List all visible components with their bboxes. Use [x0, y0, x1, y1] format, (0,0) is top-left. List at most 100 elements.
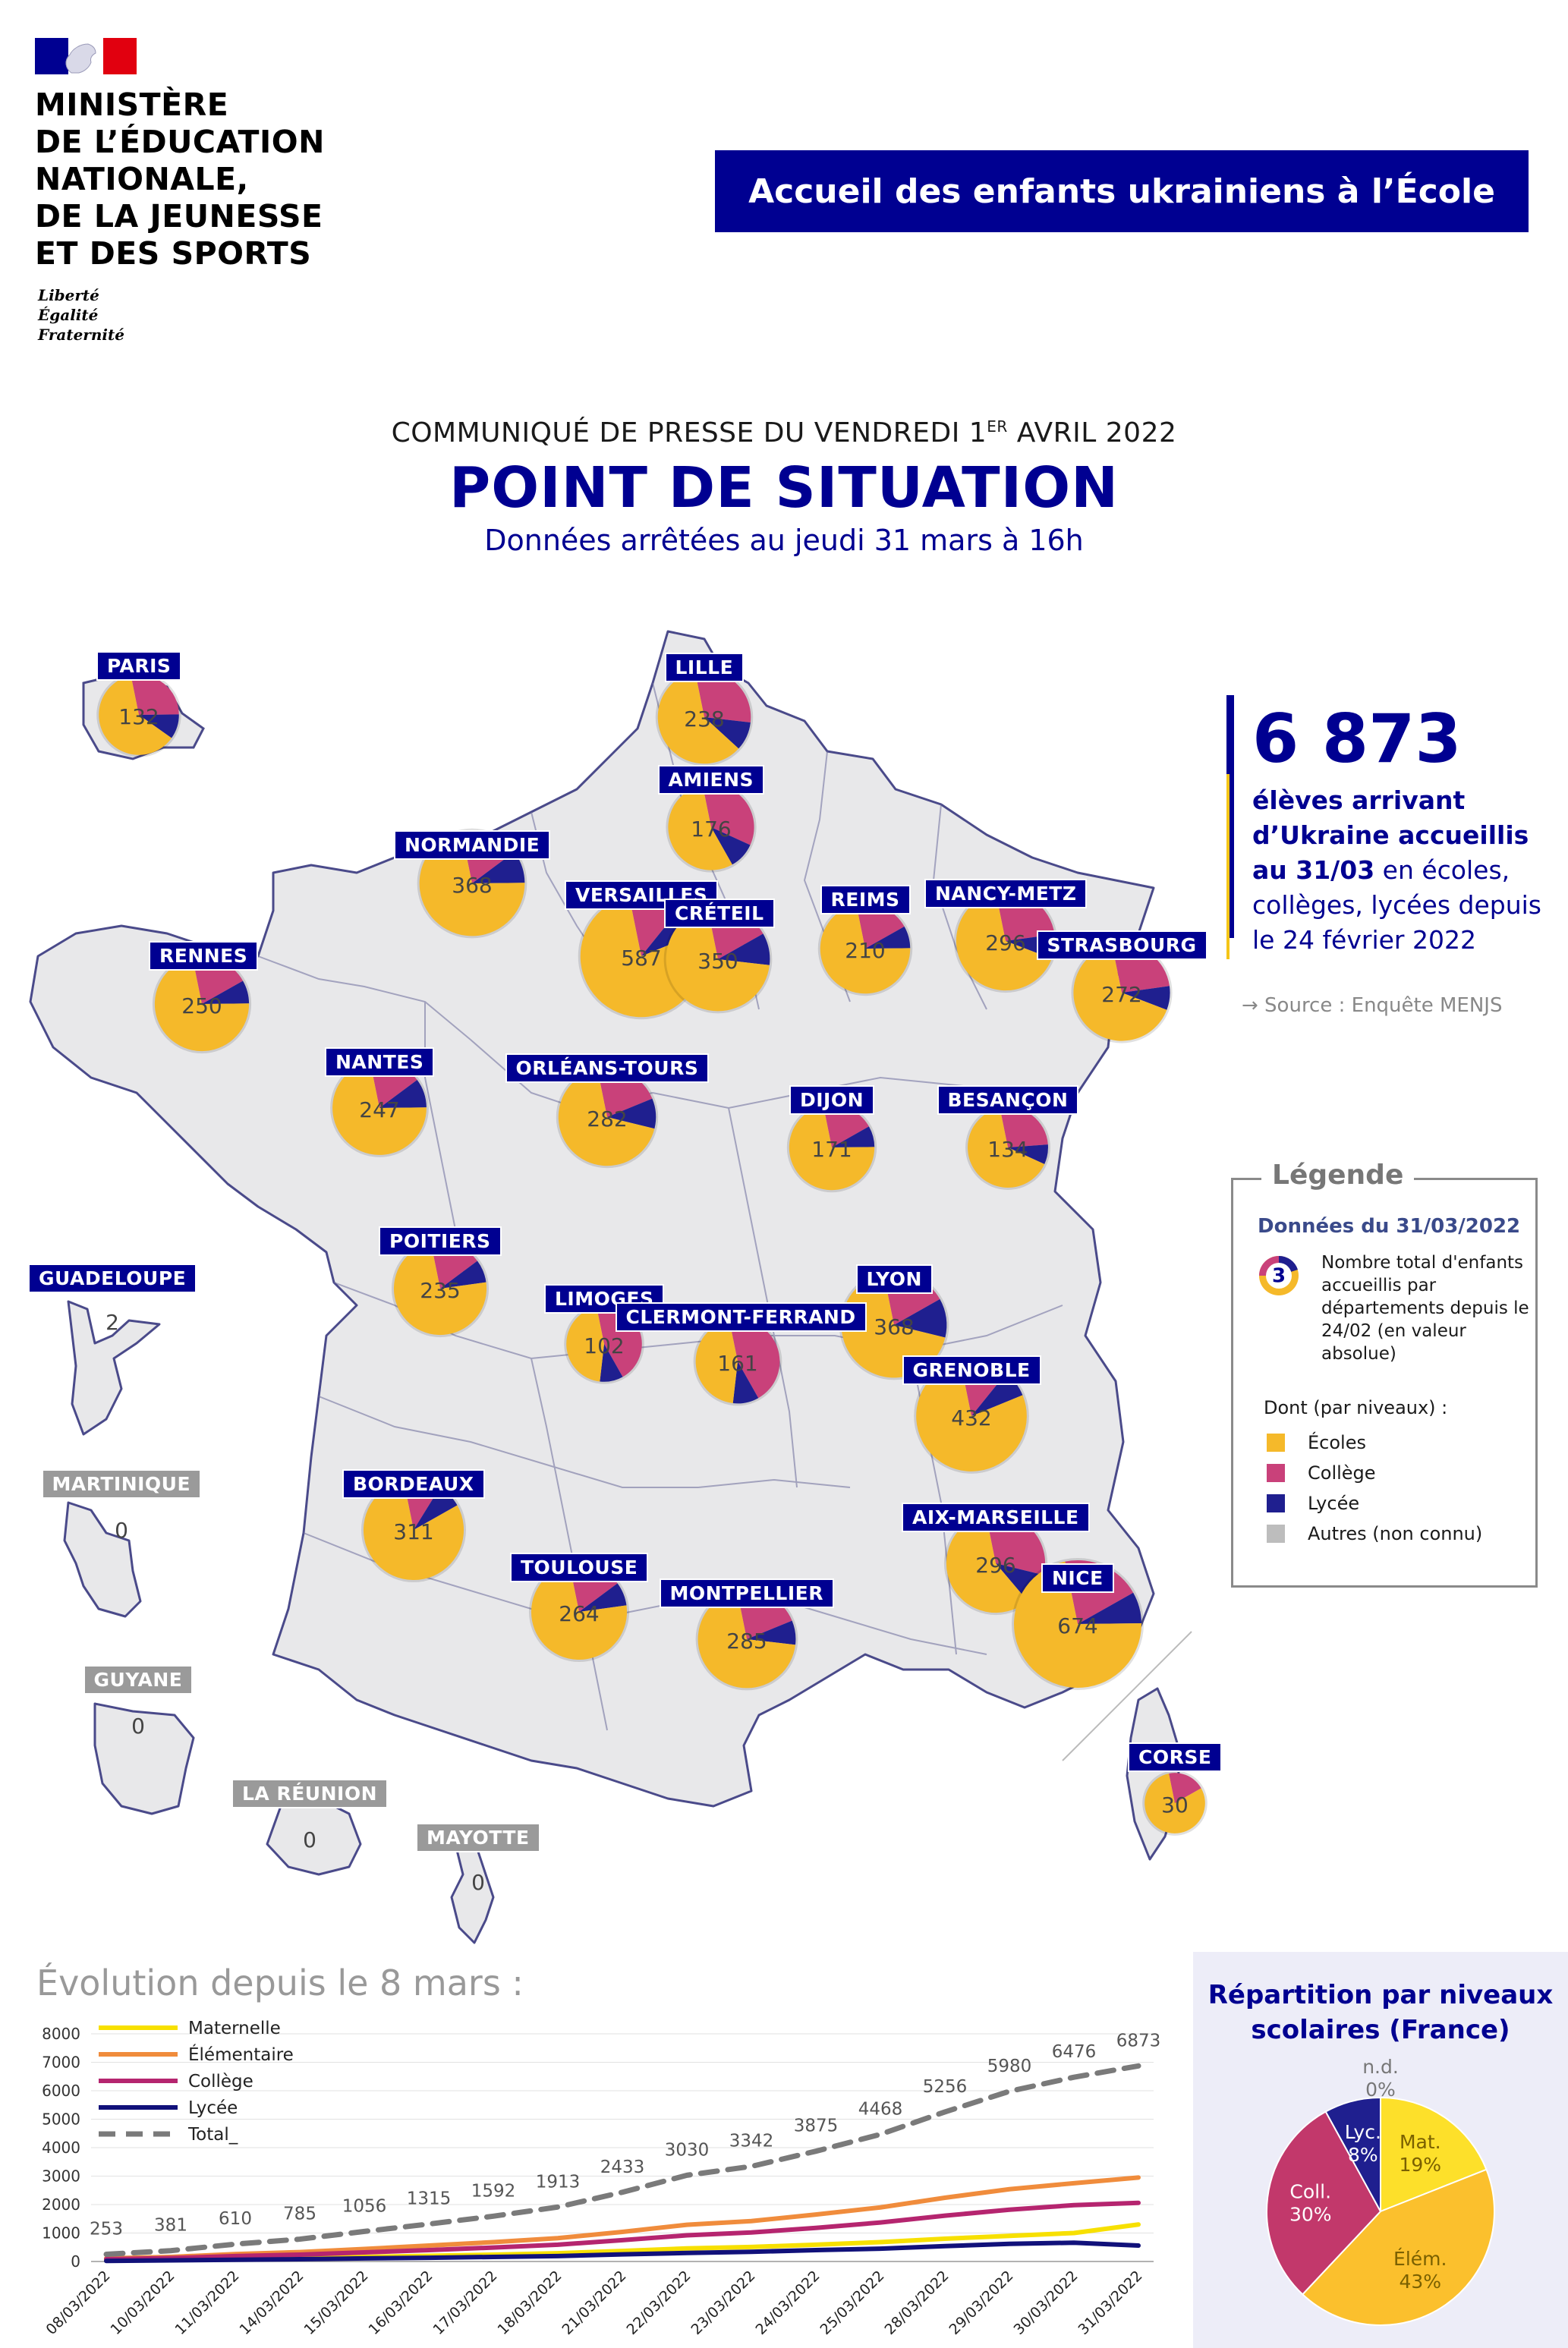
region-value: 368 [452, 873, 492, 898]
region-value: 264 [559, 1601, 599, 1626]
press-release-date: COMMUNIQUÉ DE PRESSE DU VENDREDI 1ER AVR… [0, 417, 1568, 449]
overseas-value-la-reunion: 0 [303, 1827, 316, 1852]
pie-slice-lycee [579, 1583, 627, 1612]
overseas-value-mayotte: 0 [471, 1870, 485, 1895]
motto-line: Égalité [38, 306, 99, 324]
guyane-shape [93, 1702, 195, 1815]
region-pie-grenoble: 432 [914, 1358, 1029, 1474]
pie-slice-lycee [379, 1080, 427, 1108]
pie-slice-ecoles [946, 1515, 1028, 1613]
marianne-flag-icon [35, 38, 137, 74]
mayotte-shape [450, 1843, 495, 1944]
pie-percent-lyc: 8% [1348, 2144, 1378, 2166]
x-tick-label: 10/03/2022 [108, 2268, 178, 2338]
y-tick-label: 0 [71, 2252, 80, 2271]
total-data-label: 3875 [794, 2117, 839, 2136]
total-data-label: 1056 [342, 2196, 387, 2216]
pie-slice-lycee [718, 933, 770, 965]
pie-slice-elem [1301, 2168, 1495, 2326]
y-tick-label: 6000 [42, 2082, 80, 2100]
kf-line: d’Ukraine accueillis [1252, 820, 1529, 850]
region-value: 134 [987, 1137, 1028, 1162]
region-pie-toulouse: 264 [528, 1561, 630, 1663]
region-value: 674 [1057, 1613, 1097, 1638]
legend-sample-pie: 3 [1259, 1255, 1299, 1295]
x-tick-label: 16/03/2022 [366, 2268, 436, 2338]
legend-label-lycee: Lycée [188, 2098, 238, 2118]
pie-slice-ecoles [363, 1481, 464, 1581]
x-tick-label: 18/03/2022 [495, 2268, 565, 2338]
x-tick-label: 22/03/2022 [624, 2268, 694, 2338]
overseas-value-guadeloupe: 2 [105, 1310, 119, 1335]
total-data-label: 3342 [729, 2132, 774, 2151]
total-data-label: 6476 [1052, 2042, 1097, 2062]
y-tick-label: 4000 [42, 2139, 80, 2157]
legend-box: Données du 31/03/2022 3 Nombre total d'e… [1231, 1178, 1538, 1588]
pie-slice-ecoles [1073, 945, 1167, 1041]
region-pie-besancon: 134 [965, 1105, 1050, 1190]
pie-label-elem: Élém. [1393, 2248, 1447, 2270]
total-data-label: 4468 [858, 2099, 903, 2119]
pie-slice-lycee [704, 717, 751, 749]
pie-percent-elem: 43% [1399, 2271, 1441, 2293]
pie-label-lyc: Lyc. [1345, 2121, 1381, 2143]
pie-slice-ecoles [99, 675, 172, 755]
overseas-label-mayotte: MAYOTTE [416, 1823, 540, 1852]
motto-line: Fraternité [38, 326, 124, 344]
legend-item-label: Écoles [1308, 1432, 1366, 1453]
corsica-separator [1062, 1631, 1192, 1761]
pie-slice-ecoles [666, 908, 770, 1012]
pie-slice-ecoles [657, 671, 739, 764]
y-tick-label: 3000 [42, 2167, 80, 2186]
pie-slice-ecoles [916, 1361, 1027, 1471]
total-data-label: 3030 [665, 2140, 710, 2160]
pie-slice-ecoles [956, 892, 1052, 991]
region-label-nice: NICE [1041, 1563, 1114, 1593]
pie-slice-lycee [600, 1344, 623, 1382]
region-pie-aix-marseille: 296 [943, 1511, 1048, 1616]
pie-slice-ecoles [695, 1320, 738, 1404]
pie-slice-college [131, 675, 179, 715]
x-tick-label: 15/03/2022 [301, 2268, 372, 2338]
pie-slice-ecoles [393, 1243, 487, 1336]
overseas-values: 2 0 0 0 0 [105, 1310, 485, 1895]
region-value: 587 [621, 946, 661, 971]
kf-line: le 24 février 2022 [1252, 925, 1476, 955]
legend-date: Données du 31/03/2022 [1258, 1215, 1521, 1238]
overseas-label-guyane: GUYANE [83, 1665, 194, 1695]
pie-slice-college [856, 903, 905, 949]
overseas-label-la-reunion: LA RÉUNION [231, 1779, 389, 1808]
pie-slice-ecoles [154, 958, 250, 1052]
overseas-value-martinique: 0 [115, 1518, 128, 1543]
region-label-clermont-ferrand: CLERMONT-FERRAND [615, 1302, 867, 1332]
x-tick-label: 31/03/2022 [1075, 2268, 1146, 2338]
x-tick-label: 14/03/2022 [237, 2268, 307, 2338]
pie-slice-college [1169, 1773, 1201, 1803]
press-superscript: ER [987, 417, 1008, 436]
ministry-line: ET DES SPORTS [35, 235, 312, 272]
pie-chart-title: Répartition par niveaux scolaires (Franc… [1207, 1980, 1554, 2045]
x-tick-label: 21/03/2022 [559, 2268, 630, 2338]
pie-label-coll: Coll. [1289, 2180, 1331, 2202]
overseas-value-guyane: 0 [131, 1714, 145, 1739]
ministry-line: MINISTÈRE [35, 87, 229, 123]
pie-slice-lycee [894, 1298, 947, 1338]
pie-slice-coll [1266, 2110, 1382, 2296]
motto-line: Liberté [38, 286, 99, 304]
pie-percent-mat: 19% [1399, 2154, 1441, 2176]
mainland-france-shape [29, 630, 1182, 1861]
legend-item-label: Collège [1308, 1462, 1376, 1484]
page-subtitle: Données arrêtées au jeudi 31 mars à 16h [484, 524, 1084, 557]
pie-slice-lycee [1078, 1592, 1141, 1624]
guadeloupe-shape [67, 1300, 161, 1436]
y-tick-label: 7000 [42, 2054, 80, 2072]
region-pie-poitiers: 235 [391, 1239, 490, 1338]
region-value: 102 [584, 1333, 624, 1358]
legend-item-label: Lycée [1308, 1493, 1360, 1514]
press-text-end: AVRIL 2022 [1007, 417, 1177, 449]
region-label-amiens: AMIENS [657, 765, 765, 795]
legend-item-label: Autres (non connu) [1308, 1523, 1483, 1544]
overseas-shapes [63, 1300, 495, 1944]
levels-pie-panel: Répartition par niveaux scolaires (Franc… [1193, 1952, 1568, 2348]
ministry-line: NATIONALE, [35, 161, 249, 197]
